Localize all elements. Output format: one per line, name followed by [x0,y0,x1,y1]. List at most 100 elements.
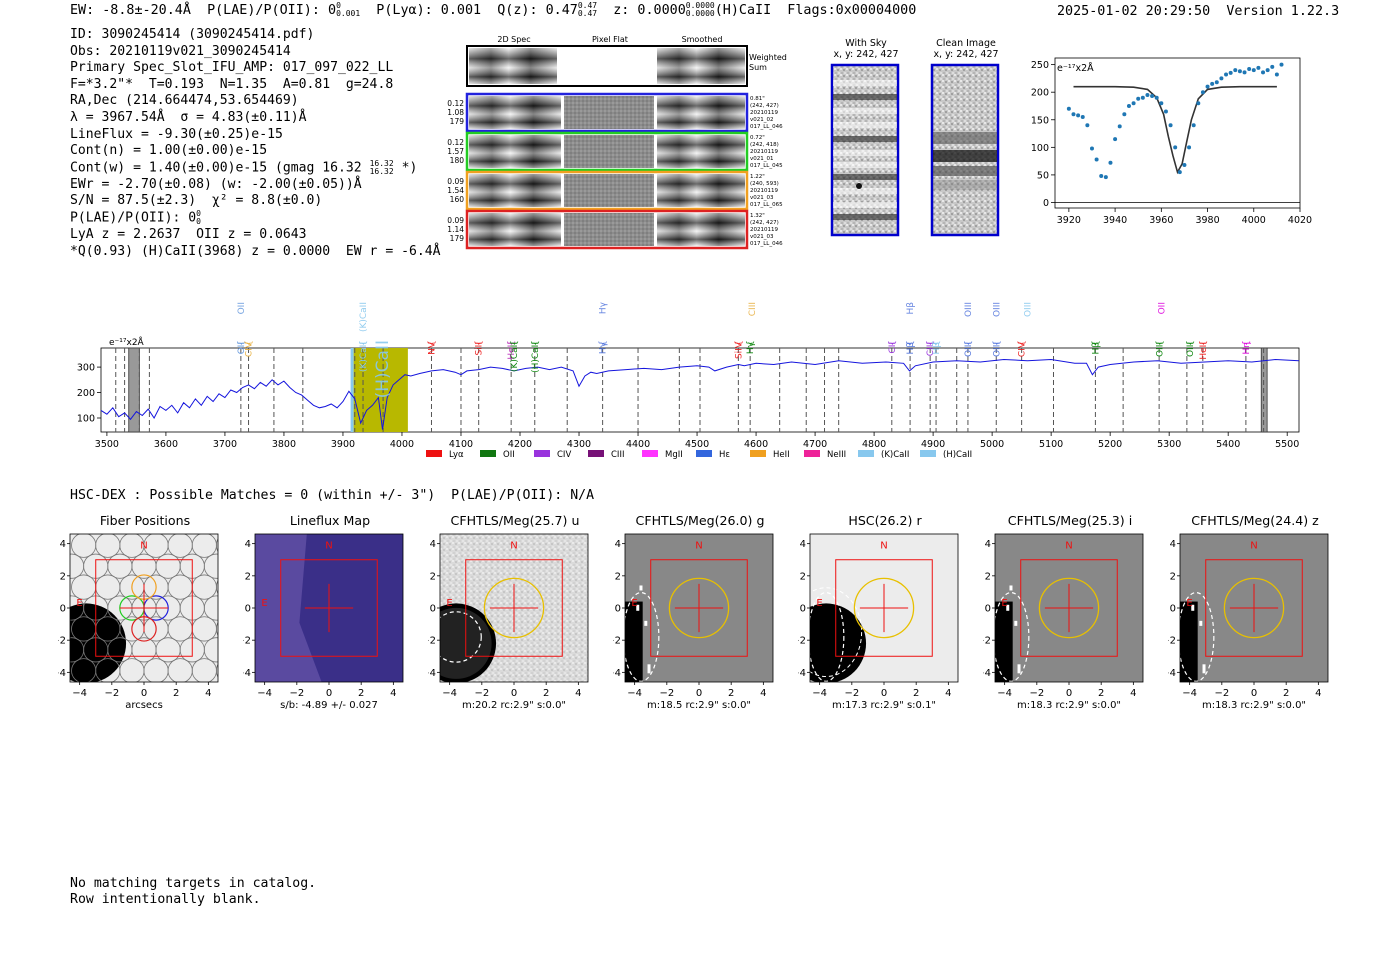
fit-data-point [1122,112,1127,117]
panel-ytick-label: 0 [800,604,806,615]
fit-data-point [1108,160,1113,165]
fit-ytick-label: 250 [1031,60,1049,71]
line-label-lower: (K)CaII{ [510,340,520,372]
panel-xlabel-4: m:18.5 rc:2.9" s:0.0" [647,700,751,710]
compass-east: E [631,598,637,609]
panel-ytick-label: 0 [245,604,251,615]
line-label-lower: (K)CaII{ [359,340,369,372]
svg-text:CIV: CIV [245,341,255,357]
svg-text:OIII: OIII [1186,342,1196,357]
line-label-lower: CII{ [888,340,898,353]
fiber-values-3: 0.09 1.54 160 [447,177,464,204]
panel-xtick-label: 0 [141,688,147,699]
panel-ytick-label: −2 [613,636,621,647]
panel-title-3: CFHTLS/Meg(25.7) u [450,513,580,528]
panel-xlabel-2: s/b: -4.89 +/- 0.027 [280,700,378,710]
fit-data-point [1154,95,1159,100]
panel-ytick-label: −2 [428,636,436,647]
svg-text:(K)CaII: (K)CaII [881,450,909,460]
fit-xtick-label: 4000 [1242,215,1266,226]
panel-xtick-label: 0 [1066,688,1072,699]
line-fit-chart: 3920 3940 3960 3980 4000 4020 0 50 100 150 200 250 e… [1031,57,1312,226]
spectrum-xtick-label: 5200 [1098,439,1122,450]
aperture-ellipse [440,611,482,663]
panel-xtick-label: 2 [1098,688,1104,699]
panel-xtick-label: 2 [173,688,179,699]
svg-text:Hβ: Hβ [932,342,942,355]
svg-text:{: { [531,340,541,346]
kcaii-marker [350,348,354,432]
panel-xtick-label: −2 [104,688,119,699]
legend-item: MgII [642,450,683,460]
line-label-lower: CIV{ [1018,340,1028,357]
image-panel-6: N E −4 −4 −2 −2 0 0 2 2 4 4 m:18.3 rc:2.9" s:0.0" [983,533,1144,710]
panel-ytick-label: −4 [983,668,991,679]
fit-data-point [1251,68,1256,73]
svg-text:Hβ: Hβ [906,302,916,315]
svg-text:CIV: CIV [557,450,571,460]
panel-ytick-label: −4 [613,668,621,679]
clean-image [930,63,1000,237]
compass-east: E [446,598,452,609]
svg-text:OIII: OIII [992,302,1002,317]
line-label-lower: OIII{ [1186,340,1196,357]
svg-text:OII: OII [237,342,247,354]
hsc-dex-summary: HSC-DEX : Possible Matches = 0 (within +… [70,488,595,503]
fit-ytick-label: 200 [1031,88,1049,99]
svg-text:Lyα: Lyα [449,450,464,460]
svg-text:Hγ: Hγ [746,341,756,354]
panel-xtick-label: 4 [760,688,766,699]
panel-xtick-label: 4 [1315,688,1321,699]
fit-data-point [1126,103,1131,108]
line-label-lower: Hβ{ [932,340,942,354]
plya-value: P(Lyα): 0.001 [376,3,482,18]
fit-data-point [1261,70,1266,75]
svg-text:HeII: HeII [507,342,517,360]
col-header-2dspec: 2D Spec [497,35,530,44]
panel-ytick-label: 0 [1170,604,1176,615]
panel-ytick-label: −4 [798,668,806,679]
fit-data-point [1187,145,1192,150]
image-panel-4: N E −4 −4 −2 −2 0 0 2 2 4 4 m:18.5 rc:2.9" s:0.0" [613,533,774,710]
aperture-ellipse [625,591,660,682]
image-panel-7: N E −4 −4 −2 −2 0 0 2 2 4 4 m:18.3 rc:2.9" s:0.0" [1168,533,1329,710]
panel-ytick-label: −4 [1168,668,1176,679]
with-sky-header: With Sky x, y: 242, 427 [833,38,899,60]
fit-data-point [1265,68,1270,73]
version: Version 1.22.3 [1226,4,1340,19]
panel-xtick-label: −2 [844,688,859,699]
info-block: ID: 3090245414 (3090245414.pdf) Obs: 2021… [70,27,441,260]
line-label-lower: HeII{ [1199,340,1209,359]
panel-title-6: CFHTLS/Meg(25.3) i [1007,513,1133,528]
line-label-lower: OII{ [237,340,247,354]
image-panel-2: N E −4 −4 −2 −2 0 0 2 2 4 4 s/b: -4.89 +/- 0.027 [243,533,404,710]
panel-xtick-label: −2 [1214,688,1229,699]
compass-east: E [76,598,82,609]
panel-xtick-label: −2 [289,688,304,699]
panel-ytick-label: 2 [1170,571,1176,582]
timestamp-version: 2025-01-02 20:29:50 Version 1.22.3 [1057,4,1339,19]
fit-data-point [1247,67,1252,72]
fit-xtick-label: 3980 [1195,215,1219,226]
line-label-upper: (K)CaII [359,302,369,332]
fiber-meta-1: 0.81" (242, 427) 20210119 v021_02 017_LL_046 [750,96,783,130]
line-label-upper: Hγ [599,301,609,314]
fit-data-point [1270,64,1275,69]
fit-data-point [1089,146,1094,151]
compass-north: N [880,540,887,551]
panel-ytick-label: 4 [615,539,621,550]
compass-north: N [325,540,332,551]
svg-text:{: { [245,340,255,346]
fit-data-point [1228,70,1233,75]
panel-xtick-label: 4 [945,688,951,699]
spectrum-ytick-label: 100 [77,414,95,425]
panel-xtick-label: 4 [575,688,581,699]
svg-text:HeII: HeII [773,450,790,460]
panel-xtick-label: 2 [728,688,734,699]
fit-data-point [1094,157,1099,162]
panel-title-7: CFHTLS/Meg(24.4) z [1191,513,1319,528]
line-label-lower: CIII{ [926,340,936,356]
line-label-upper: OII [1157,302,1167,314]
fiber-values-2: 0.12 1.57 180 [447,138,464,165]
panel-xtick-label: −4 [442,688,457,699]
